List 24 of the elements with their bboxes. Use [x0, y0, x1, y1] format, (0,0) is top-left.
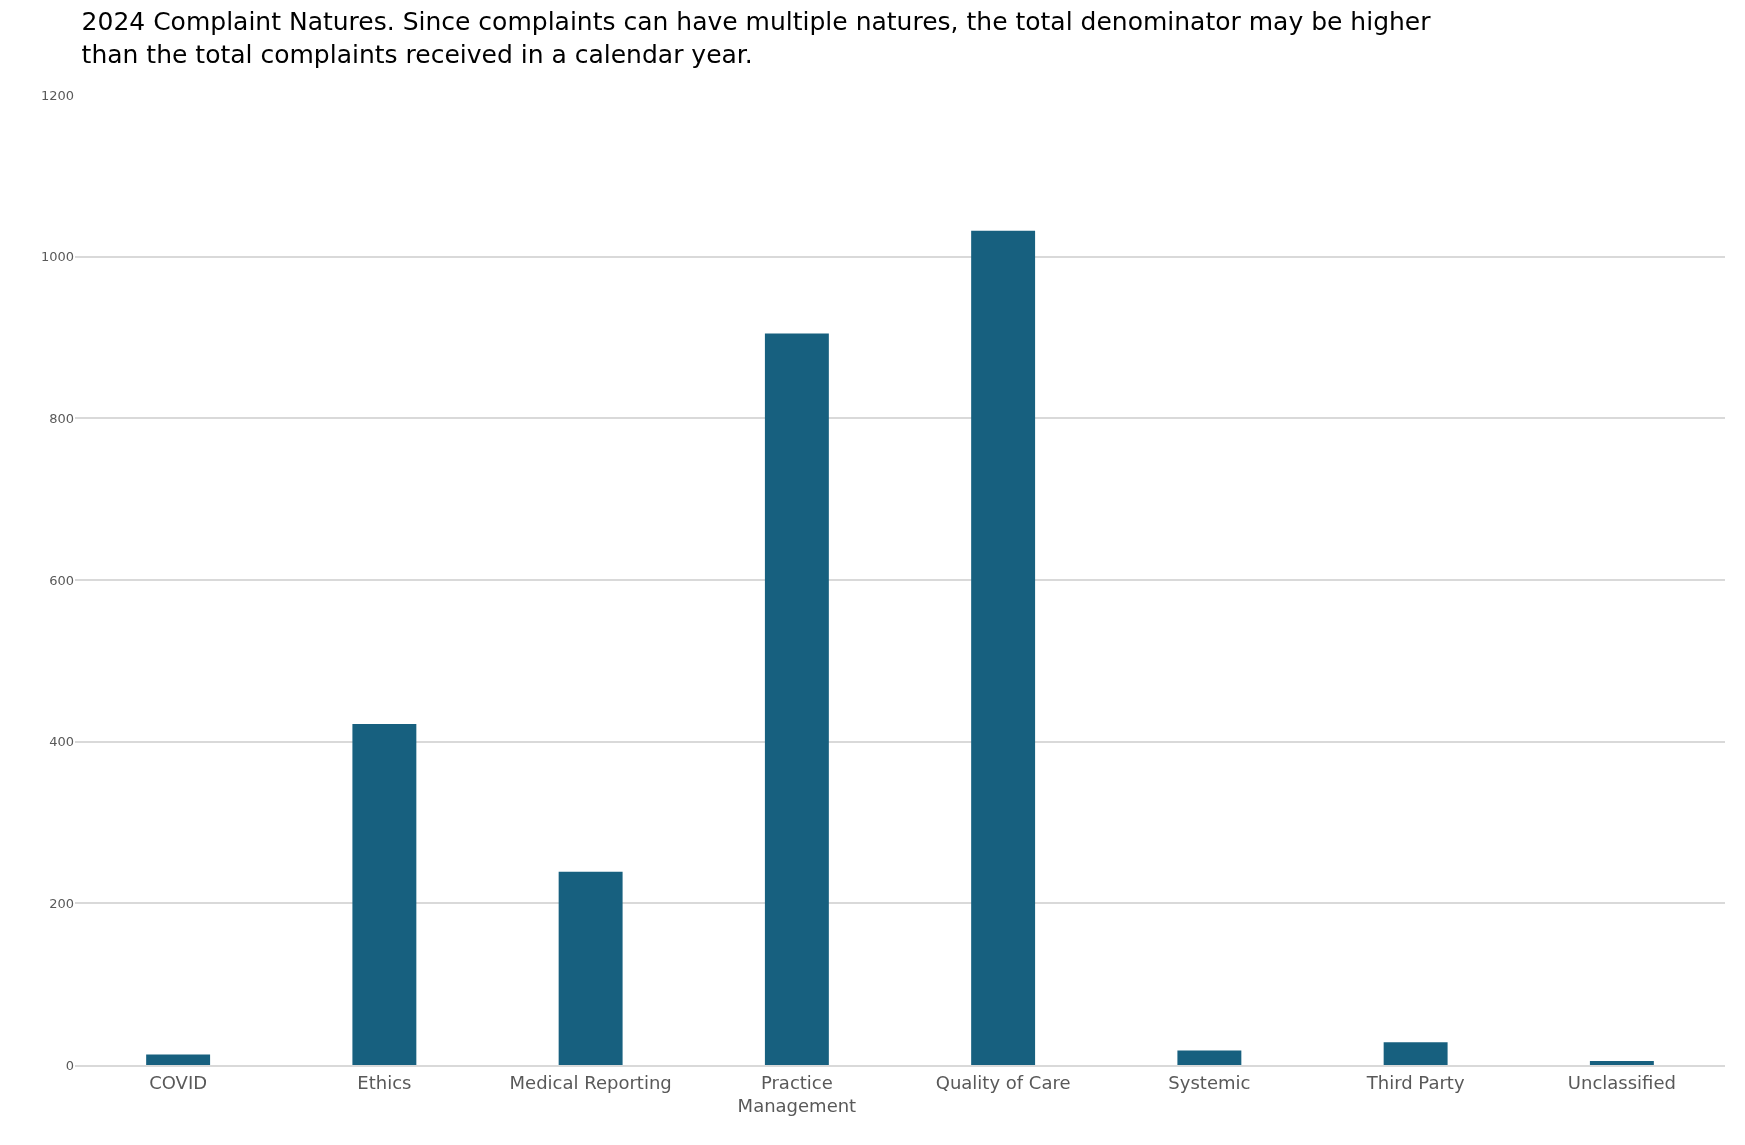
x-tick-label: Third Party [1365, 1071, 1465, 1093]
y-tick-label: 1000 [40, 249, 74, 265]
x-tick-label: Ethics [357, 1071, 412, 1093]
bar [1177, 1050, 1242, 1065]
bar [764, 333, 829, 1065]
bar [352, 723, 417, 1065]
y-tick-label: 1200 [40, 87, 74, 103]
y-tick-label: 400 [49, 734, 74, 750]
chart-title: 2024 Complaint Natures. Since complaints can have multiple natures, the total denominator may be higher than the total complaints received in a calendar year. [81, 7, 1432, 69]
x-tick-label: Practice Management [737, 1071, 857, 1116]
bar [558, 871, 623, 1065]
x-tick-label: Systemic [1168, 1071, 1251, 1093]
y-tick-label: 0 [65, 1057, 74, 1073]
x-tick-label: Medical Reporting [509, 1071, 672, 1093]
bar [1589, 1060, 1654, 1065]
x-tick-label: COVID [149, 1071, 208, 1093]
x-tick-label: Quality of Care [935, 1071, 1071, 1093]
bar [971, 230, 1036, 1065]
bar [146, 1054, 211, 1065]
x-tick-label: Unclassified [1567, 1071, 1676, 1093]
y-tick-label: 600 [49, 572, 74, 588]
y-tick-label: 800 [49, 410, 74, 426]
y-tick-label: 200 [49, 895, 74, 911]
bar [1383, 1042, 1448, 1065]
